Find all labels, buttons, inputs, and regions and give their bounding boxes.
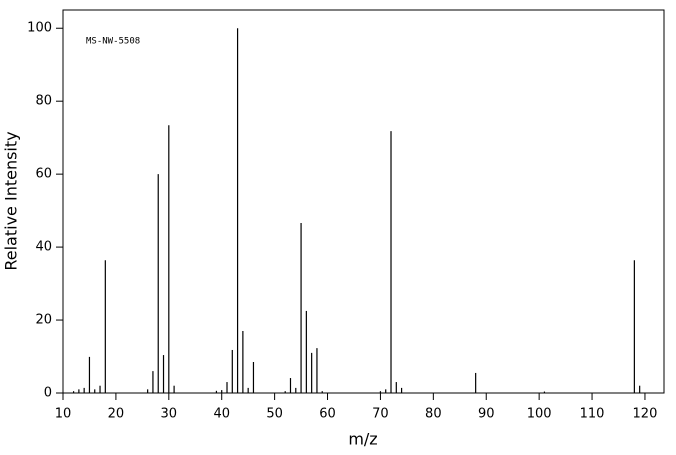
x-tick-label: 70 [372, 407, 389, 422]
x-tick-label: 90 [478, 407, 495, 422]
x-tick-label: 10 [55, 407, 72, 422]
x-tick-label: 50 [266, 407, 283, 422]
y-tick-label: 80 [35, 94, 52, 109]
x-tick-label: 120 [633, 407, 658, 422]
x-tick-label: 80 [425, 407, 442, 422]
x-tick-label: 20 [108, 407, 125, 422]
x-tick-label: 110 [580, 407, 605, 422]
x-axis-title: m/z [348, 430, 377, 449]
y-tick-label: 60 [35, 167, 52, 182]
annotation: MS-NW-5508 [86, 37, 140, 47]
y-tick-label: 40 [35, 240, 52, 255]
y-tick-label: 100 [27, 21, 52, 36]
plot-frame [62, 9, 665, 394]
y-axis-title: Relative Intensity [2, 131, 21, 270]
x-tick-label: 40 [213, 407, 230, 422]
x-tick-label: 60 [319, 407, 336, 422]
x-tick-label: 30 [161, 407, 178, 422]
y-tick-label: 0 [44, 386, 52, 401]
y-tick-label: 20 [35, 313, 52, 328]
x-tick-label: 100 [527, 407, 552, 422]
